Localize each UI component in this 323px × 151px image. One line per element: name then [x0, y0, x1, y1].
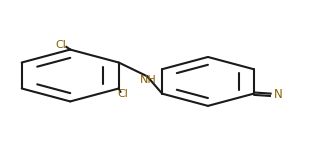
Text: NH: NH — [140, 75, 157, 85]
Text: N: N — [274, 88, 283, 101]
Text: Cl: Cl — [118, 88, 128, 98]
Text: Cl: Cl — [55, 40, 66, 50]
